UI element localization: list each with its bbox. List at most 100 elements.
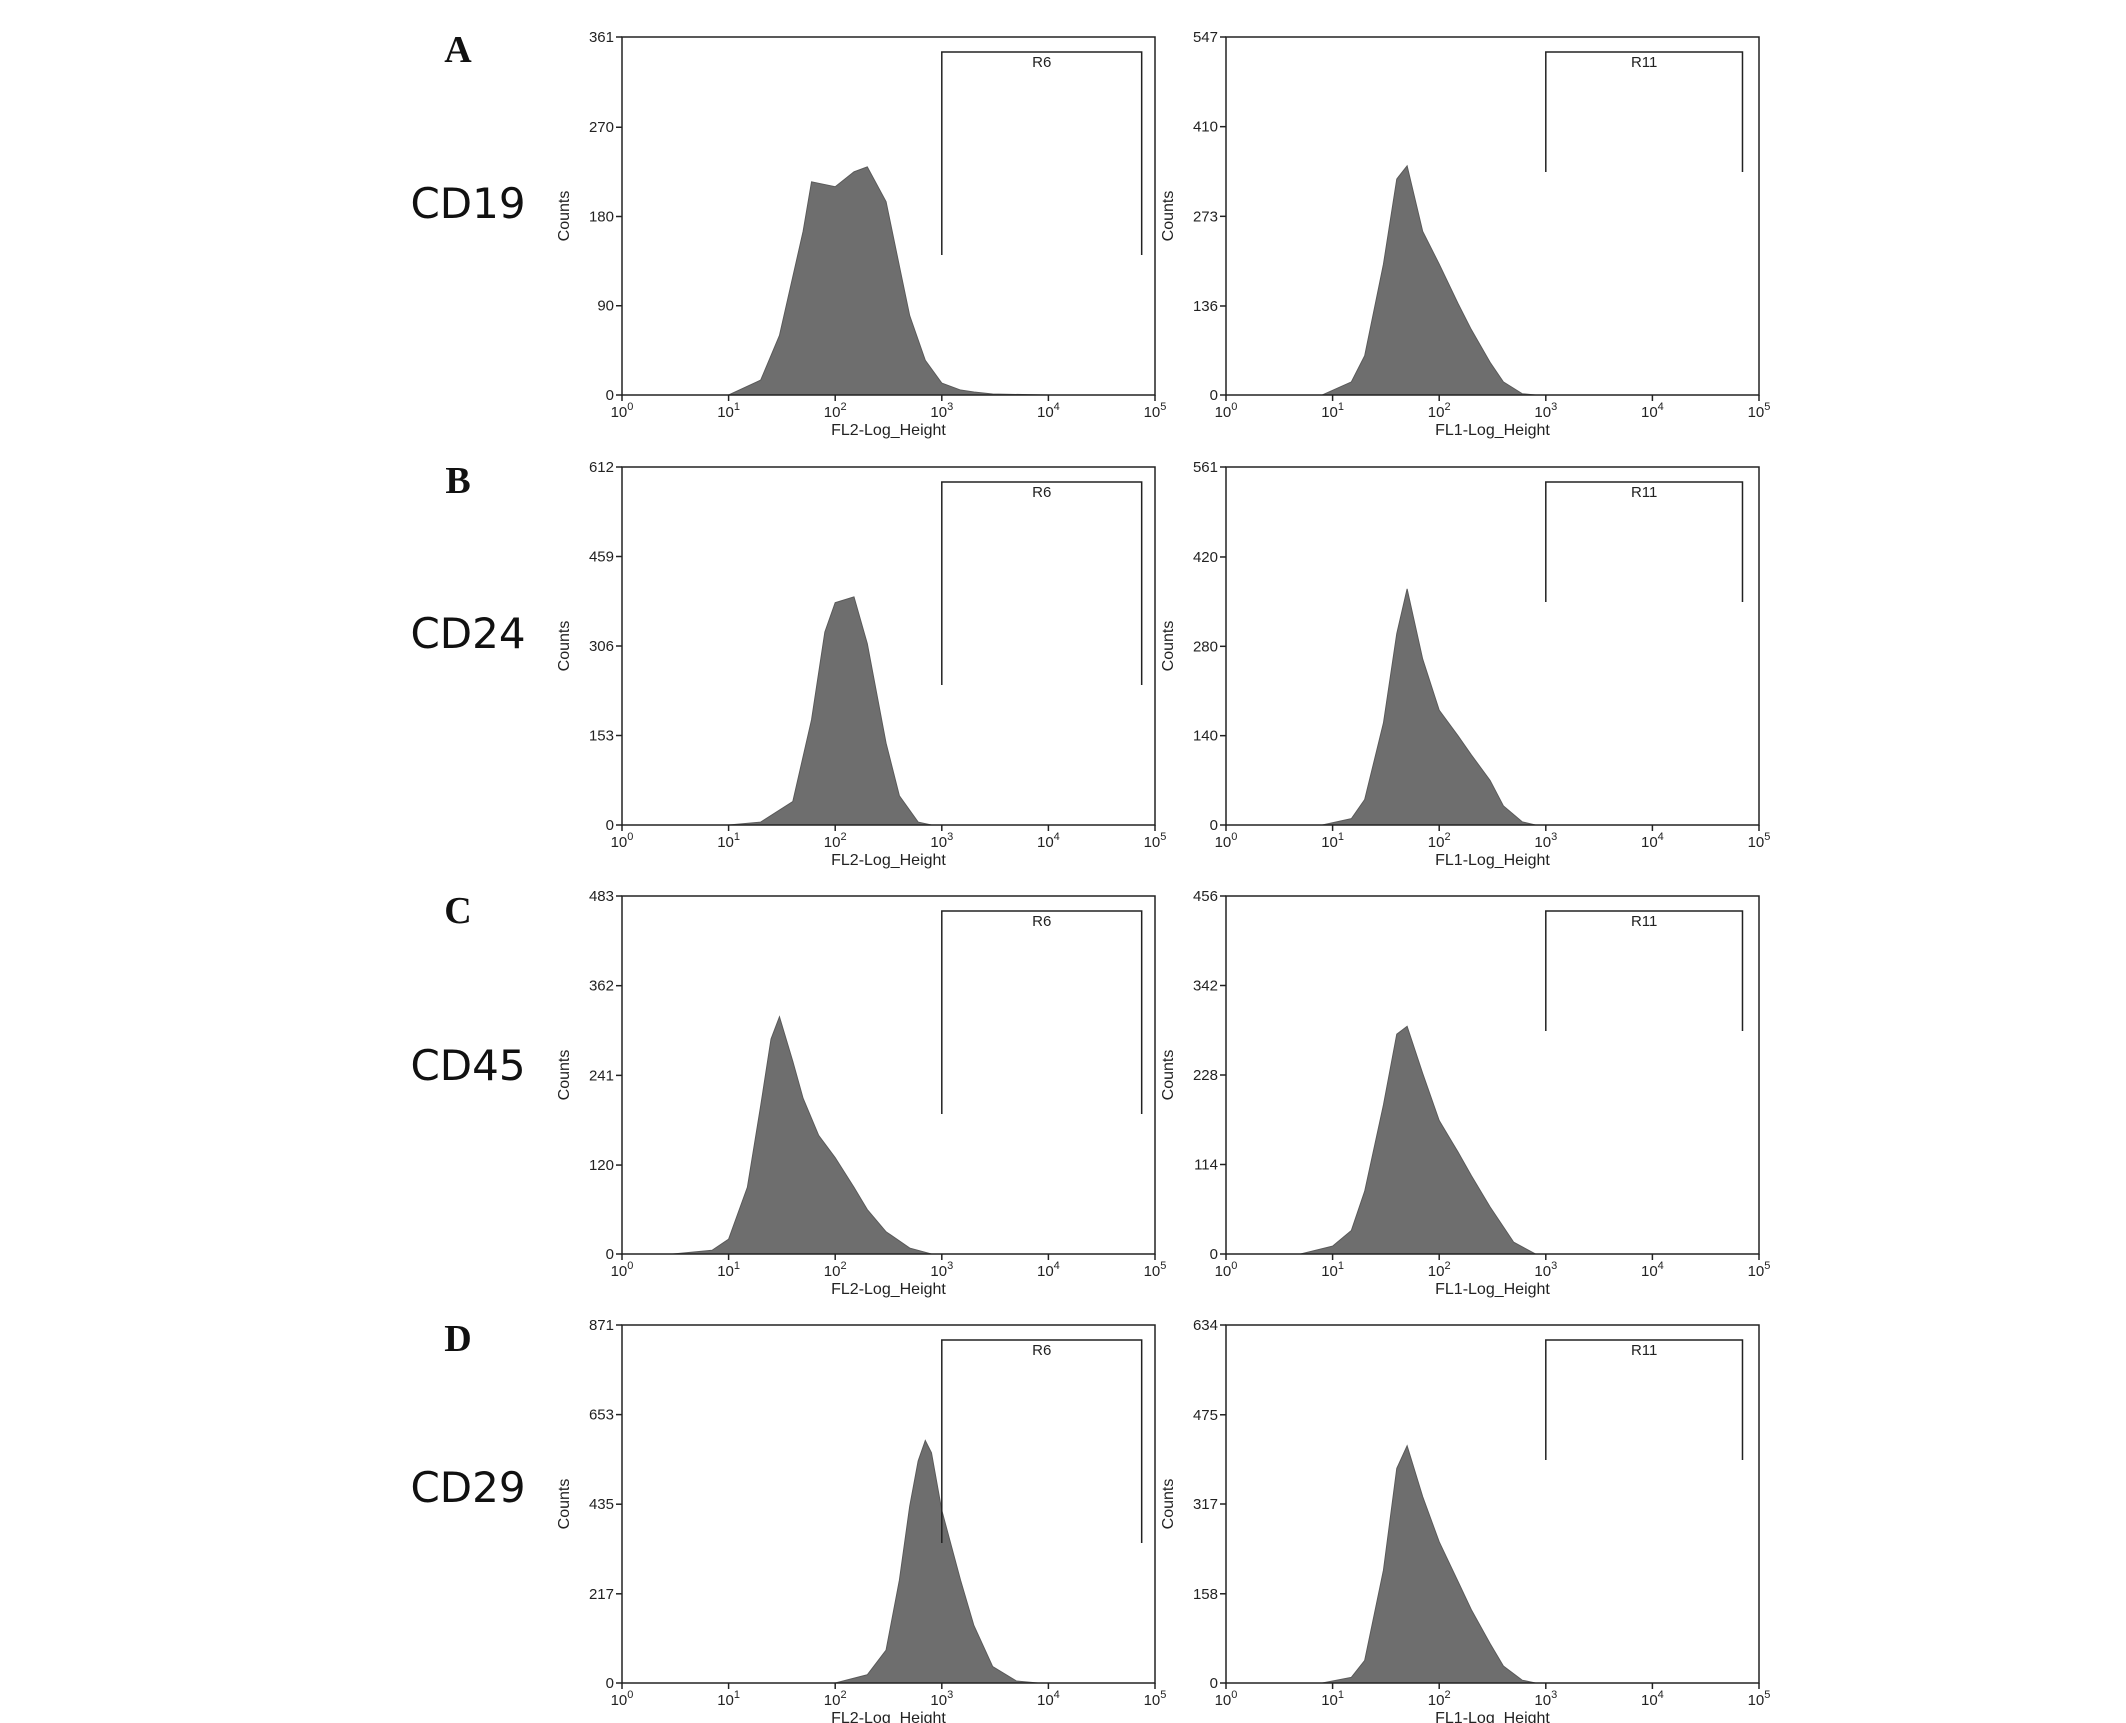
y-tick-label: 653	[589, 1407, 614, 1424]
x-axis-title: FL1-Log_Height	[1435, 422, 1550, 439]
x-tick-label: 100	[1215, 401, 1238, 421]
y-tick-label: 420	[1193, 549, 1218, 566]
histogram-plot: R6 0 217 435 653 871 100 101 102 103 104 105 FL2-Log…	[556, 1317, 1166, 1723]
panel-letter: B	[445, 460, 470, 502]
x-tick-label: 101	[717, 1260, 740, 1280]
x-axis-title: FL1-Log_Height	[1435, 1710, 1550, 1723]
histogram-plot: R6 0 90 180 270 361 100 101 102 103 104 105 FL2-Log_…	[556, 29, 1166, 439]
x-tick-label: 104	[1037, 1689, 1060, 1709]
y-tick-label: 0	[1210, 387, 1218, 404]
marker-label: CD24	[410, 609, 525, 658]
x-tick-label: 105	[1144, 1260, 1167, 1280]
histogram-plot: R11 0 136 273 410 547 100 101 102 103 104 105 FL1-Lo…	[1160, 29, 1770, 439]
x-tick-label: 103	[1534, 1689, 1557, 1709]
x-tick-label: 105	[1748, 1689, 1771, 1709]
x-tick-label: 100	[1215, 1689, 1238, 1709]
histogram-area	[728, 166, 1100, 396]
x-tick-label: 103	[930, 831, 953, 851]
histogram-area	[672, 1015, 932, 1255]
y-tick-label: 280	[1193, 638, 1218, 655]
x-tick-label: 100	[611, 1260, 634, 1280]
y-tick-label: 0	[606, 817, 614, 834]
gate-bracket	[941, 51, 1143, 255]
x-tick-label: 101	[1321, 401, 1344, 421]
x-tick-label: 104	[1641, 1260, 1664, 1280]
x-tick-label: 102	[1428, 401, 1451, 421]
histogram-plot: R6 0 153 306 459 612 100 101 102 103 104 105 FL2-Log…	[556, 459, 1166, 869]
panel-letter: C	[444, 890, 471, 932]
y-axis-title: Counts	[1160, 621, 1177, 672]
x-tick-label: 101	[717, 831, 740, 851]
gate-bracket	[941, 481, 1143, 685]
y-tick-label: 0	[1210, 1675, 1218, 1692]
marker-label: CD45	[410, 1041, 525, 1090]
x-tick-label: 105	[1748, 831, 1771, 851]
gate-label: R11	[1631, 54, 1657, 71]
plot-frame	[1225, 466, 1760, 826]
x-axis-title: FL2-Log_Height	[831, 1710, 946, 1723]
x-tick-label: 101	[1321, 1689, 1344, 1709]
x-tick-label: 101	[717, 401, 740, 421]
gate-label: R6	[1032, 54, 1051, 71]
y-tick-label: 306	[589, 638, 614, 655]
x-tick-label: 104	[1037, 1260, 1060, 1280]
x-axis-title: FL1-Log_Height	[1435, 852, 1550, 869]
plot-frame	[621, 895, 1156, 1255]
plot-frame	[621, 1324, 1156, 1684]
x-axis-title: FL2-Log_Height	[831, 852, 946, 869]
y-axis-title: Counts	[1160, 1479, 1177, 1530]
y-tick-label: 459	[589, 549, 614, 566]
y-tick-label: 634	[1193, 1317, 1218, 1334]
y-tick-label: 136	[1193, 298, 1218, 315]
x-tick-label: 102	[824, 401, 847, 421]
y-tick-label: 410	[1193, 119, 1218, 136]
x-tick-label: 105	[1144, 831, 1167, 851]
gate-label: R11	[1631, 484, 1657, 501]
x-tick-label: 101	[1321, 831, 1344, 851]
x-tick-label: 105	[1144, 1689, 1167, 1709]
gate-bracket	[941, 910, 1143, 1114]
y-tick-label: 90	[597, 298, 614, 315]
x-tick-label: 102	[1428, 831, 1451, 851]
histogram-plot: R11 0 114 228 342 456 100 101 102 103 104 105 FL1-Lo…	[1160, 888, 1770, 1298]
x-tick-label: 104	[1037, 831, 1060, 851]
plot-frame	[1225, 1324, 1760, 1684]
histogram-plot: R11 0 158 317 475 634 100 101 102 103 104 105 FL1-Lo…	[1160, 1317, 1770, 1723]
x-axis-title: FL2-Log_Height	[831, 1281, 946, 1298]
y-tick-label: 140	[1193, 728, 1218, 745]
x-tick-label: 103	[930, 401, 953, 421]
y-axis-title: Counts	[1160, 191, 1177, 242]
plot-frame	[1225, 36, 1760, 396]
x-tick-label: 104	[1641, 401, 1664, 421]
x-tick-label: 105	[1748, 1260, 1771, 1280]
y-tick-label: 153	[589, 728, 614, 745]
histogram-area	[835, 1439, 1039, 1684]
y-tick-label: 547	[1193, 29, 1218, 46]
y-tick-label: 317	[1193, 1496, 1218, 1513]
y-tick-label: 270	[589, 119, 614, 136]
y-tick-label: 483	[589, 888, 614, 905]
y-tick-label: 180	[589, 208, 614, 225]
x-tick-label: 101	[717, 1689, 740, 1709]
x-tick-label: 102	[824, 1689, 847, 1709]
x-tick-label: 104	[1641, 831, 1664, 851]
x-axis-title: FL2-Log_Height	[831, 422, 946, 439]
x-tick-label: 102	[1428, 1689, 1451, 1709]
y-tick-label: 456	[1193, 888, 1218, 905]
histogram-area	[1322, 1444, 1536, 1684]
x-tick-label: 100	[611, 1689, 634, 1709]
y-tick-label: 217	[589, 1586, 614, 1603]
x-tick-label: 105	[1748, 401, 1771, 421]
x-tick-label: 103	[930, 1260, 953, 1280]
y-tick-label: 475	[1193, 1407, 1218, 1424]
gate-bracket	[941, 1339, 1143, 1543]
histogram-area	[1322, 164, 1536, 396]
y-tick-label: 361	[589, 29, 614, 46]
y-tick-label: 612	[589, 459, 614, 476]
y-tick-label: 0	[606, 387, 614, 404]
x-tick-label: 100	[1215, 831, 1238, 851]
y-tick-label: 435	[589, 1496, 614, 1513]
histogram-area	[1322, 588, 1536, 826]
plot-frame	[1225, 895, 1760, 1255]
x-tick-label: 102	[824, 831, 847, 851]
